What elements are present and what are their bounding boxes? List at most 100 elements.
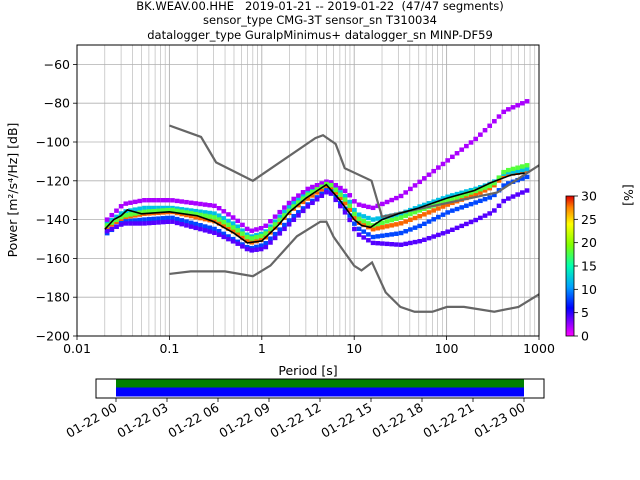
psd-cell [422, 221, 427, 227]
psd-cell [436, 197, 441, 203]
psd-cell [109, 212, 115, 218]
timeline-tick-label: 01-22 18 [369, 400, 425, 441]
psd-cell [249, 245, 255, 251]
psd-cell [282, 205, 287, 210]
psd-cell [160, 219, 166, 225]
psd-cell [478, 132, 483, 137]
psd-cell [268, 226, 273, 232]
psd-cell [366, 215, 371, 221]
psd-cell [300, 208, 306, 214]
y-tick-label: −100 [36, 135, 70, 150]
psd-cell [300, 206, 306, 211]
psd-cell [482, 128, 488, 133]
psd-cell [328, 182, 334, 188]
psd-cell [114, 217, 119, 223]
psd-cell [473, 136, 479, 142]
psd-cell [142, 217, 147, 222]
psd-cell [165, 215, 171, 221]
psd-cell [333, 182, 339, 188]
psd-cell [342, 194, 348, 199]
psd-cell [468, 190, 474, 195]
psd-cell [184, 207, 189, 213]
psd-cell [216, 232, 222, 237]
psd-cell [482, 188, 488, 193]
colorbar-tick-label: 10 [581, 282, 597, 297]
psd-cell [165, 198, 171, 203]
psd-cell [487, 183, 493, 189]
psd-cell [468, 219, 474, 225]
psd-cell [193, 225, 199, 231]
mode-line [104, 172, 525, 244]
psd-cell [431, 168, 437, 174]
colorbar-tick-label: 0 [581, 329, 589, 344]
psd-cell [268, 240, 273, 245]
psd-cell [170, 198, 175, 203]
timeline-tick-label: 01-22 09 [216, 400, 272, 441]
psd-cell [216, 206, 222, 211]
psd-cell [445, 158, 451, 163]
psd-cell [286, 222, 292, 227]
psd-cell [454, 191, 460, 197]
psd-cell [300, 190, 306, 195]
psd-cell [496, 114, 502, 119]
psd-cell [384, 224, 390, 229]
psd-cell [258, 233, 264, 239]
psd-cell [403, 190, 409, 195]
psd-cell [389, 241, 395, 247]
psd-cell [296, 213, 301, 218]
psd-cell [240, 231, 245, 236]
psd-cell [160, 208, 166, 213]
psd-cell [380, 220, 385, 225]
psd-cell [310, 189, 315, 195]
psd-cell [342, 200, 348, 206]
psd-cell [352, 221, 357, 226]
psd-cell [230, 221, 236, 226]
x-tick-label: 1 [258, 341, 266, 356]
psd-cell [510, 105, 516, 110]
psd-cell [370, 217, 376, 222]
psd-cell [338, 192, 343, 197]
psd-cell [151, 220, 157, 225]
psd-cell [230, 236, 236, 242]
psd-cell [422, 212, 427, 217]
psd-cell [128, 212, 133, 217]
psd-cell [146, 209, 152, 214]
psd-cell [258, 237, 264, 243]
psd-cell [524, 166, 530, 172]
psd-cell [464, 189, 469, 194]
psd-cell [109, 217, 115, 223]
psd-cell [142, 198, 147, 203]
psd-cell [524, 163, 530, 168]
psd-cell [170, 207, 175, 213]
psd-cell [132, 211, 138, 216]
psd-cell [226, 236, 231, 242]
psd-cell [174, 216, 180, 222]
psd-cell [296, 193, 301, 198]
psd-cell [272, 219, 278, 224]
x-tick-label: 0.1 [159, 341, 179, 356]
psd-cell [165, 207, 171, 213]
psd-cell [459, 205, 465, 210]
psd-cell [146, 198, 152, 203]
psd-cell [389, 197, 395, 203]
psd-cell [426, 172, 432, 177]
psd-cell [333, 195, 339, 200]
psd-cell [156, 198, 161, 203]
psd-cell [440, 204, 446, 209]
psd-cell [366, 238, 371, 243]
psd-cell [352, 226, 357, 232]
psd-cell [342, 188, 348, 194]
psd-cell [226, 234, 231, 239]
psd-cell [277, 227, 283, 232]
psd-cell [408, 186, 413, 192]
psd-cell [454, 225, 460, 231]
psd-cell [198, 212, 203, 218]
psd-cell [216, 221, 222, 226]
psd-cell [151, 205, 157, 211]
psd-cell [347, 203, 353, 209]
psd-cell [282, 209, 287, 215]
psd-cell [370, 240, 376, 246]
psd-cell [394, 222, 399, 227]
psd-cell [198, 226, 203, 232]
psd-cell [165, 219, 171, 225]
